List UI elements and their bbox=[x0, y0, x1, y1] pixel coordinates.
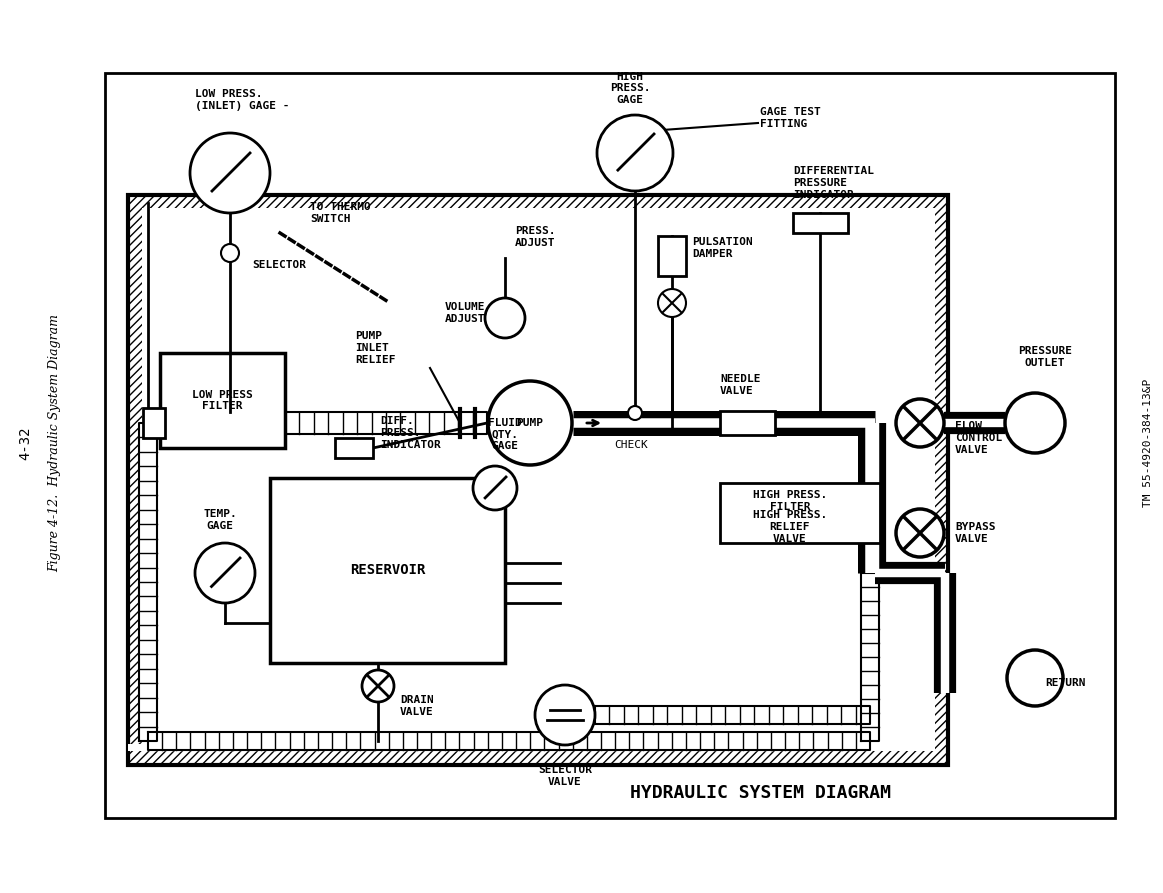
Text: DRAIN
VALVE: DRAIN VALVE bbox=[400, 695, 434, 717]
Text: SELECTOR
VALVE: SELECTOR VALVE bbox=[538, 765, 592, 787]
Circle shape bbox=[1005, 393, 1065, 453]
Circle shape bbox=[535, 685, 595, 745]
Circle shape bbox=[597, 115, 673, 191]
Text: NEEDLE
VALVE: NEEDLE VALVE bbox=[720, 374, 761, 396]
Text: DIFFERENTIAL
PRESSURE
INDICATOR: DIFFERENTIAL PRESSURE INDICATOR bbox=[793, 166, 875, 200]
Text: 4-32: 4-32 bbox=[17, 426, 33, 460]
Circle shape bbox=[362, 670, 394, 702]
Circle shape bbox=[488, 381, 572, 465]
Circle shape bbox=[1007, 650, 1063, 706]
Circle shape bbox=[628, 406, 642, 420]
Text: DIFF.
PRESS.
INDICATOR: DIFF. PRESS. INDICATOR bbox=[380, 416, 441, 449]
Polygon shape bbox=[140, 423, 157, 741]
Text: PRESSURE
OUTLET: PRESSURE OUTLET bbox=[1018, 346, 1072, 368]
Bar bbox=[128, 744, 921, 751]
Text: RESERVOIR: RESERVOIR bbox=[350, 563, 426, 578]
Polygon shape bbox=[148, 732, 870, 750]
Circle shape bbox=[473, 466, 518, 510]
Bar bbox=[335, 438, 373, 458]
Polygon shape bbox=[285, 412, 487, 434]
Text: HIGH PRESS.
FILTER: HIGH PRESS. FILTER bbox=[752, 490, 827, 512]
Circle shape bbox=[658, 289, 686, 317]
Polygon shape bbox=[595, 706, 870, 724]
Circle shape bbox=[485, 298, 525, 338]
Text: FLOW
CONTROL
VALVE: FLOW CONTROL VALVE bbox=[955, 421, 1003, 455]
Text: CHECK: CHECK bbox=[614, 440, 648, 450]
Text: BYPASS
VALVE: BYPASS VALVE bbox=[955, 522, 996, 544]
Text: TEMP.
GAGE: TEMP. GAGE bbox=[204, 509, 237, 531]
Text: FLUID
QTY.
GAGE: FLUID QTY. GAGE bbox=[488, 418, 522, 451]
Bar bbox=[142, 208, 935, 751]
Text: HIGH
PRESS.
GAGE: HIGH PRESS. GAGE bbox=[609, 71, 650, 105]
Text: LOW PRESS.
(INLET) GAGE -: LOW PRESS. (INLET) GAGE - bbox=[195, 89, 290, 111]
Text: LOW PRESS
FILTER: LOW PRESS FILTER bbox=[192, 389, 252, 412]
Text: TM 55-4920-384-13&P: TM 55-4920-384-13&P bbox=[1143, 379, 1153, 507]
Bar bbox=[270, 478, 505, 663]
Text: Figure 4-12.  Hydraulic System Diagram: Figure 4-12. Hydraulic System Diagram bbox=[49, 314, 62, 572]
Bar bbox=[720, 411, 775, 435]
Bar bbox=[658, 236, 686, 276]
Bar bbox=[105, 73, 1115, 818]
Circle shape bbox=[896, 399, 944, 447]
Bar bbox=[160, 353, 285, 448]
Text: GAGE TEST
FITTING: GAGE TEST FITTING bbox=[759, 107, 821, 129]
Text: SELECTOR: SELECTOR bbox=[252, 260, 306, 270]
Text: HYDRAULIC SYSTEM DIAGRAM: HYDRAULIC SYSTEM DIAGRAM bbox=[629, 784, 891, 802]
Bar bbox=[128, 195, 948, 765]
Circle shape bbox=[896, 509, 944, 557]
Text: TO THERMO
SWITCH: TO THERMO SWITCH bbox=[311, 202, 371, 224]
Text: PULSATION
DAMPER: PULSATION DAMPER bbox=[692, 238, 752, 259]
Circle shape bbox=[221, 244, 240, 262]
Bar bbox=[143, 408, 165, 438]
Text: PUMP: PUMP bbox=[516, 418, 543, 428]
Bar bbox=[793, 213, 848, 233]
Text: PUMP
INLET
RELIEF: PUMP INLET RELIEF bbox=[355, 331, 395, 364]
Text: VOLUME
ADJUST: VOLUME ADJUST bbox=[445, 302, 485, 324]
Circle shape bbox=[190, 133, 270, 213]
Text: RETURN: RETURN bbox=[1046, 678, 1085, 688]
Text: PRESS.
ADJUST: PRESS. ADJUST bbox=[515, 227, 556, 248]
Polygon shape bbox=[861, 573, 879, 741]
Circle shape bbox=[195, 543, 255, 603]
Bar bbox=[720, 483, 880, 543]
Text: HIGH PRESS.
RELIEF
VALVE: HIGH PRESS. RELIEF VALVE bbox=[752, 511, 827, 544]
